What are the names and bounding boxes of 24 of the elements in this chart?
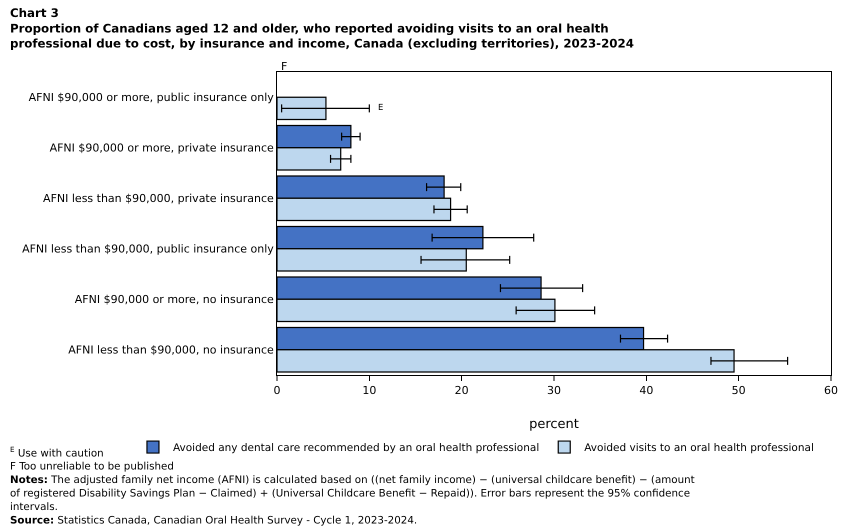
text: F Too unreliable to be published [10, 460, 174, 473]
x-tick-label: 20 [454, 384, 469, 398]
y-tick-label: AFNI $90,000 or more, no insurance [74, 293, 274, 306]
x-tick-label: 50 [732, 384, 746, 398]
x-tick-label: 30 [547, 384, 561, 398]
y-tick-label: AFNI $90,000 or more, public insurance only [28, 91, 274, 104]
x-tick-label: 0 [274, 384, 280, 398]
annotation: F [281, 60, 288, 73]
text: $^{E}$ Use with caution [10, 445, 104, 460]
x-tick-label: 10 [362, 384, 376, 398]
legend-label: Avoided any dental care recommended by an oral health professional [172, 442, 540, 454]
x-tick-label: 40 [639, 384, 654, 398]
source-note: Source: Statistics Canada, Canadian Oral Health Survey - Cycle 1, 2023-2024. [10, 514, 418, 526]
x-axis-title: percent [529, 416, 579, 432]
y-tick-label: AFNI less than $90,000, no insurance [68, 344, 274, 357]
legend-label: Avoided visits to an oral health professional [584, 442, 814, 454]
x-tick-label: 60 [824, 384, 838, 398]
y-tick-label: AFNI $90,000 or more, private insurance [50, 142, 274, 155]
y-tick-label: AFNI less than $90,000, public insurance only [22, 242, 274, 256]
y-tick-label: AFNI less than $90,000, private insurance [43, 192, 274, 206]
annotation: E [378, 102, 384, 112]
text: Chart 3 [10, 6, 59, 20]
chart-subtitle: Proportion of Canadians aged 12 and older, who reported avoiding visits to an oral health professional due to cost, by insurance and income, Canada (excluding territories), 2023-2024 [10, 21, 634, 51]
text: Notes: The adjusted family net income (AFNI) is calculated based on ((net family income) − (universal childcare benefit) − (amount of registered Disability Savings Plan − Claimed) + (Universal Childcare Benefit − Repaid)). Error bars represent the 95% confidence intervals. [10, 474, 695, 513]
